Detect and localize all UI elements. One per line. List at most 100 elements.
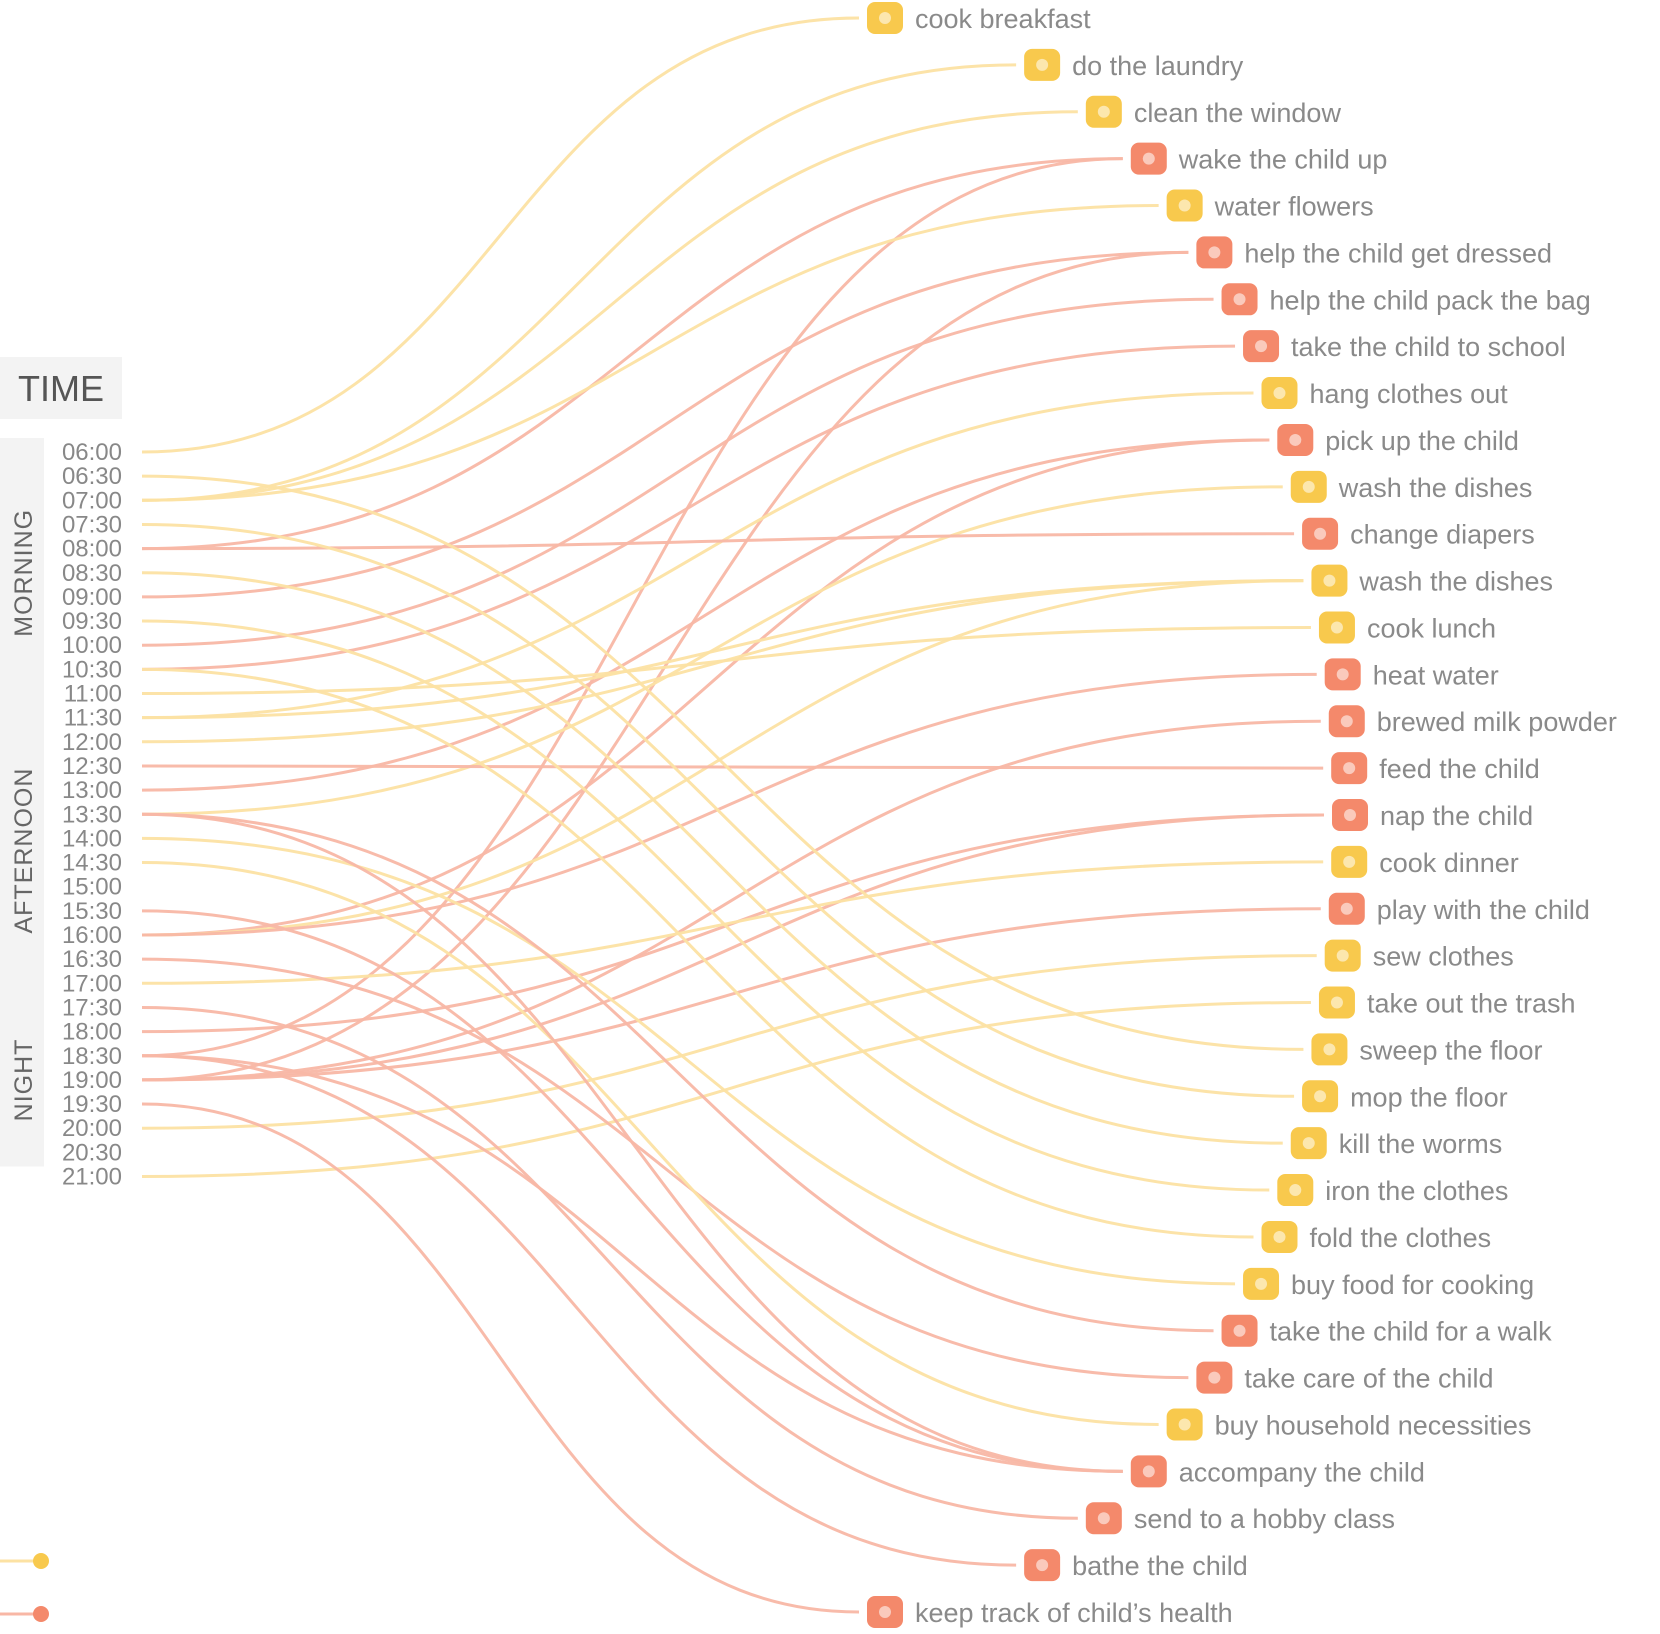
- time-tick: 18:30: [62, 1043, 122, 1070]
- link-1900-task-19: [141, 907, 1321, 1082]
- task-label: buy household necessities: [1215, 1410, 1532, 1440]
- time-tick: 13:30: [62, 801, 122, 828]
- link-1330-task-28: [141, 812, 1214, 1333]
- first-aid-kit-icon: [867, 1596, 903, 1628]
- task-item[interactable]: do the laundry: [1024, 48, 1244, 81]
- time-tick: 20:00: [62, 1115, 122, 1142]
- broom-icon: [1311, 1033, 1348, 1066]
- kettle-icon: [1324, 658, 1361, 691]
- time-tick: 15:00: [62, 874, 122, 901]
- task-item[interactable]: change diapers: [1302, 517, 1535, 550]
- task-item[interactable]: send to a hobby class: [1085, 1502, 1395, 1535]
- task-item[interactable]: fold the clothes: [1261, 1220, 1491, 1253]
- detergent-icon: [1311, 564, 1348, 597]
- stroller-icon: [1221, 1314, 1258, 1347]
- task-label: brewed milk powder: [1377, 707, 1617, 737]
- task-item[interactable]: take the child to school: [1243, 330, 1566, 363]
- time-tick: 08:30: [62, 560, 122, 587]
- task-item[interactable]: help the child pack the bag: [1221, 283, 1591, 316]
- task-item[interactable]: bathe the child: [1024, 1549, 1248, 1582]
- task-label: play with the child: [1377, 895, 1590, 925]
- crib-mobile-icon: [1332, 799, 1368, 831]
- link-0800-task-3: [141, 157, 1123, 551]
- baby-onesie-icon: [1196, 236, 1233, 269]
- spray-can-icon: [1290, 1127, 1327, 1160]
- task-item[interactable]: clean the window: [1085, 95, 1342, 128]
- chef-hat-icon: [867, 2, 903, 34]
- task-item[interactable]: wash the dishes: [1290, 470, 1533, 503]
- time-tick: 19:00: [62, 1067, 122, 1094]
- piano-icon: [1085, 1502, 1122, 1535]
- school-building-icon: [1243, 330, 1280, 363]
- link-1330-task-31: [141, 812, 1123, 1473]
- link-2100-task-21: [141, 1001, 1311, 1178]
- task-item[interactable]: take out the trash: [1318, 986, 1576, 1019]
- crawling-baby-icon: [1130, 1455, 1167, 1488]
- task-label: accompany the child: [1179, 1457, 1425, 1487]
- ironing-board-icon: [1277, 1174, 1314, 1207]
- link-0900-task-5: [141, 250, 1189, 599]
- link-1030-task-26: [141, 667, 1254, 1239]
- task-item[interactable]: sweep the floor: [1311, 1033, 1543, 1066]
- task-item[interactable]: kill the worms: [1290, 1127, 1503, 1160]
- task-item[interactable]: brewed milk powder: [1328, 705, 1617, 738]
- task-item[interactable]: wash the dishes: [1311, 564, 1553, 597]
- link-1630-task-29: [141, 957, 1189, 1380]
- task-item[interactable]: help the child get dressed: [1196, 236, 1552, 268]
- task-item[interactable]: nap the child: [1332, 799, 1533, 831]
- task-item[interactable]: accompany the child: [1130, 1455, 1425, 1488]
- task-label: change diapers: [1350, 520, 1535, 550]
- washing-machine-icon: [1024, 48, 1061, 81]
- time-tick: 08:00: [62, 536, 122, 563]
- task-item[interactable]: take the child for a walk: [1221, 1314, 1553, 1347]
- task-item[interactable]: feed the child: [1331, 752, 1540, 785]
- mother-baby-icon: [1196, 1361, 1233, 1394]
- task-item[interactable]: iron the clothes: [1277, 1174, 1508, 1207]
- time-tick: 14:30: [62, 850, 122, 877]
- task-label: bathe the child: [1072, 1551, 1248, 1581]
- time-tick: 16:00: [62, 922, 122, 949]
- task-item[interactable]: cook lunch: [1318, 611, 1496, 644]
- time-tick: 10:30: [62, 656, 122, 683]
- task-item[interactable]: sew clothes: [1324, 939, 1514, 972]
- school-bag-icon: [1221, 283, 1258, 316]
- task-label: mop the floor: [1350, 1082, 1508, 1112]
- period-band: [0, 993, 44, 1167]
- task-item[interactable]: pick up the child: [1277, 423, 1519, 456]
- task-item[interactable]: take care of the child: [1196, 1361, 1494, 1394]
- time-tick: 07:00: [62, 487, 122, 514]
- link-1230-task-16: [141, 764, 1324, 770]
- task-item[interactable]: water flowers: [1166, 189, 1374, 222]
- task-item[interactable]: cook breakfast: [867, 2, 1091, 34]
- shopping-cart-icon: [1166, 1408, 1203, 1441]
- task-item[interactable]: wake the child up: [1130, 142, 1388, 175]
- task-item[interactable]: mop the floor: [1302, 1080, 1508, 1113]
- task-item[interactable]: buy food for cooking: [1243, 1267, 1534, 1300]
- link-1000-task-6: [141, 297, 1214, 647]
- link-1300-task-9: [141, 438, 1270, 792]
- time-tick: 14:00: [62, 825, 122, 852]
- rocking-horse-icon: [1328, 892, 1365, 925]
- link-1600-task-12: [141, 579, 1304, 937]
- task-label: take out the trash: [1367, 989, 1576, 1019]
- link-1700-task-18: [141, 860, 1324, 985]
- task-item[interactable]: cook dinner: [1331, 845, 1519, 878]
- task-label: wash the dishes: [1358, 567, 1553, 597]
- scooter-icon: [1277, 423, 1314, 456]
- time-tick: 06:30: [62, 463, 122, 490]
- time-tick: 09:00: [62, 584, 122, 611]
- task-item[interactable]: hang clothes out: [1261, 377, 1508, 410]
- task-label: clean the window: [1134, 98, 1342, 128]
- task-item[interactable]: keep track of child’s health: [867, 1596, 1233, 1628]
- task-label: do the laundry: [1072, 51, 1244, 81]
- task-item[interactable]: heat water: [1324, 658, 1499, 691]
- task-item[interactable]: play with the child: [1328, 892, 1590, 925]
- task-label: cook breakfast: [915, 4, 1091, 34]
- task-label: sweep the floor: [1359, 1035, 1542, 1065]
- task-item[interactable]: buy household necessities: [1166, 1408, 1532, 1441]
- watering-can-icon: [1166, 189, 1203, 222]
- task-label: feed the child: [1379, 754, 1540, 784]
- time-tick: 15:30: [62, 898, 122, 925]
- period-band: [0, 703, 44, 998]
- task-label: hang clothes out: [1309, 379, 1508, 409]
